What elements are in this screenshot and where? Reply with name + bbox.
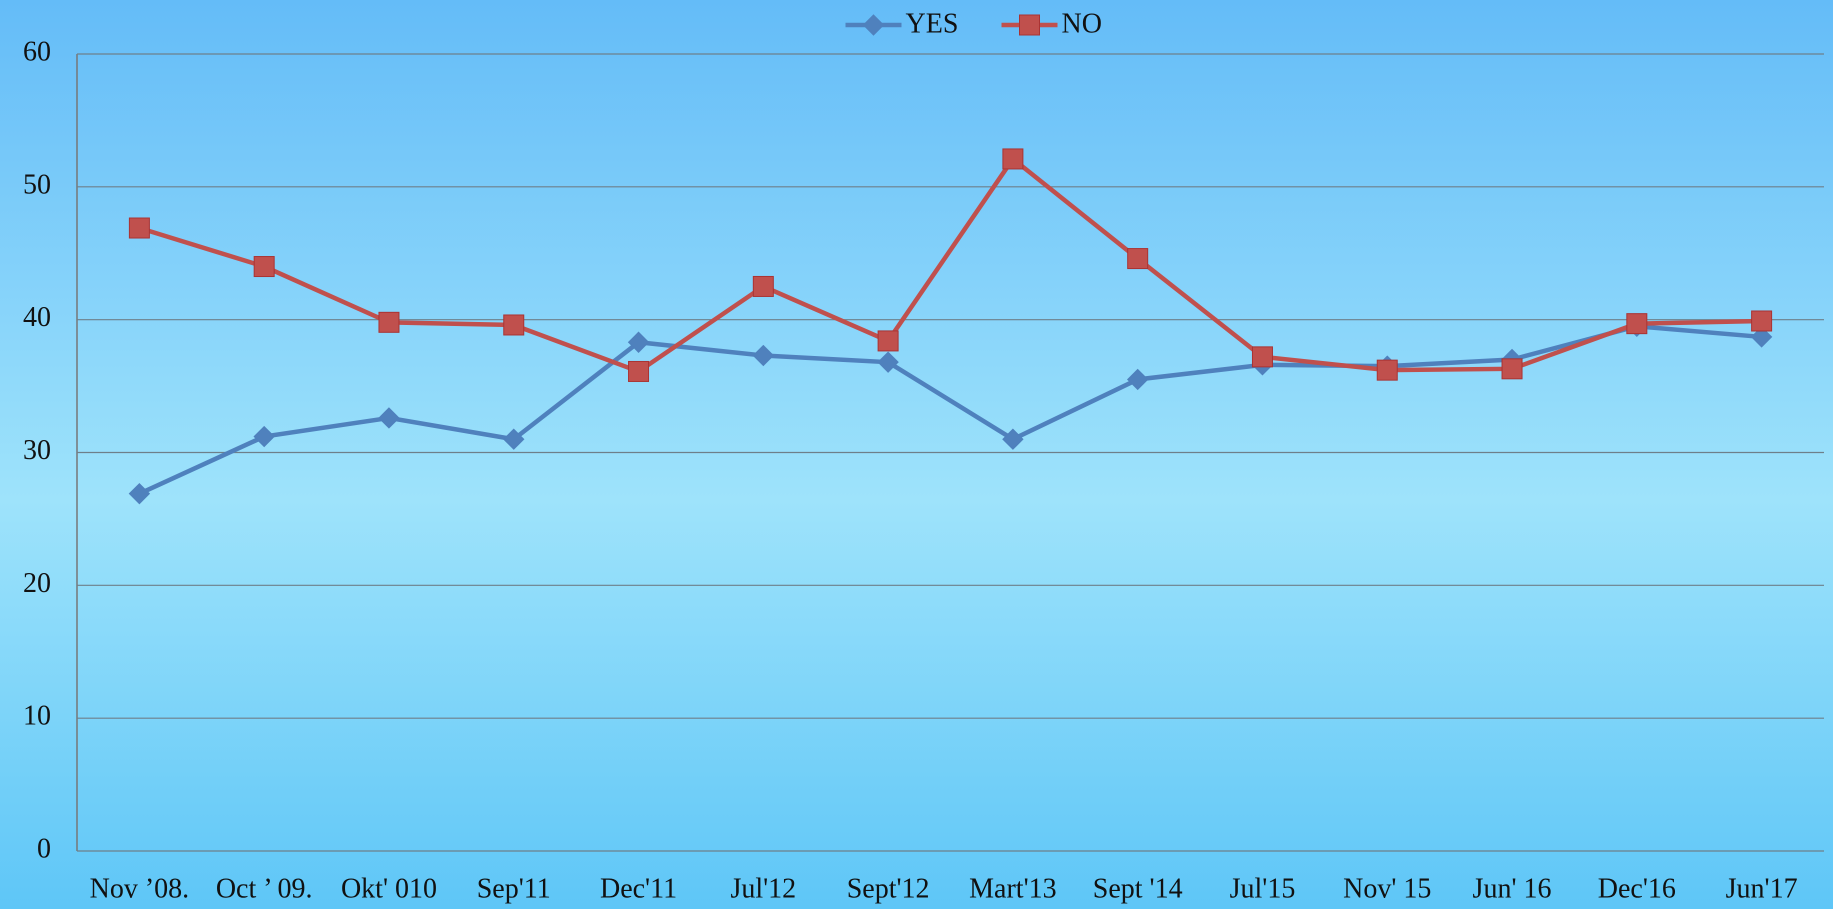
line <box>138 155 1762 374</box>
y-tick-label: 10 <box>23 701 51 732</box>
x-tick-label: Nov' 15 <box>1343 873 1431 904</box>
marker <box>128 482 151 505</box>
marker <box>253 425 275 448</box>
x-tick-label: Okt' 010 <box>341 873 437 904</box>
legend-marker <box>1019 14 1040 36</box>
y-tick-label: 30 <box>23 435 51 466</box>
y-tick-label: 20 <box>23 568 51 599</box>
marker <box>877 330 899 352</box>
marker <box>877 351 899 373</box>
x-tick-label: Sept'12 <box>847 873 930 904</box>
x-tick-label: Oct ’ 09. <box>216 873 313 904</box>
marker <box>503 314 525 336</box>
x-tick-label: Jul'15 <box>1230 873 1296 904</box>
legend-label: YES <box>906 8 959 39</box>
marker <box>1626 313 1648 335</box>
marker <box>627 331 650 353</box>
x-tick-label: Dec'16 <box>1598 873 1676 904</box>
marker <box>628 360 650 382</box>
marker <box>1751 310 1773 332</box>
y-tick-label: 40 <box>23 302 51 333</box>
marker <box>752 275 774 297</box>
marker <box>1002 428 1024 450</box>
marker <box>503 428 525 450</box>
marker <box>378 311 400 333</box>
x-tick-label: Jul'12 <box>730 873 796 904</box>
x-tick-label: Nov ’08. <box>90 873 190 904</box>
marker <box>1126 368 1149 391</box>
x-tick-label: Sep'11 <box>477 873 551 904</box>
x-tick-label: Sept '14 <box>1093 873 1183 904</box>
marker <box>378 407 400 429</box>
marker <box>128 217 150 239</box>
marker <box>1501 358 1523 380</box>
x-tick-label: Jun' 16 <box>1473 873 1552 904</box>
line <box>138 324 1762 496</box>
marker <box>1750 326 1773 348</box>
marker <box>253 256 275 278</box>
x-tick-label: Dec'11 <box>600 873 677 904</box>
marker <box>1251 346 1273 368</box>
y-tick-label: 60 <box>23 36 51 67</box>
y-tick-label: 50 <box>23 169 51 200</box>
x-tick-label: Mart'13 <box>969 873 1056 904</box>
legend-marker <box>862 14 885 36</box>
marker <box>1002 148 1024 170</box>
marker <box>752 344 775 367</box>
marker <box>1376 359 1398 381</box>
marker <box>1127 248 1149 270</box>
y-tick-label: 0 <box>37 833 51 864</box>
x-tick-label: Jun'17 <box>1726 873 1798 904</box>
legend-label: NO <box>1062 8 1102 39</box>
